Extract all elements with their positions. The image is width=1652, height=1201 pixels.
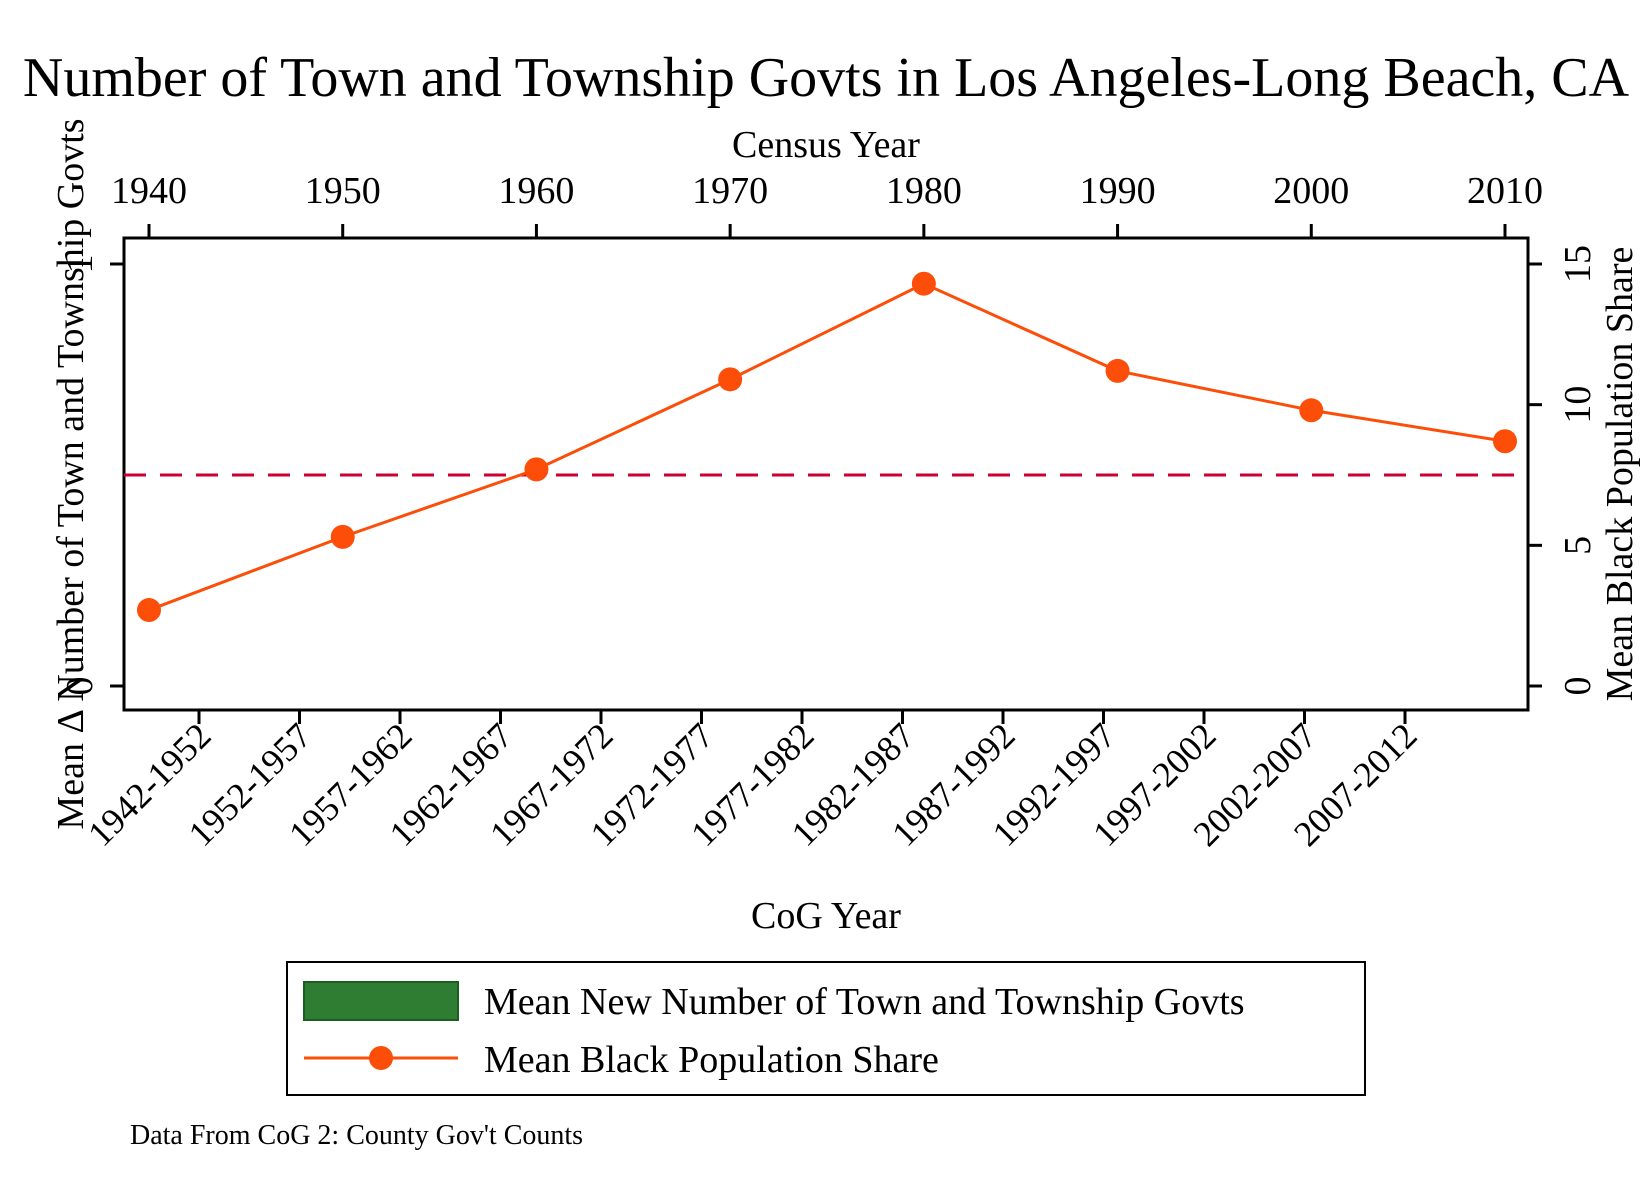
top-axis-label: Census Year	[732, 124, 920, 166]
bottom-axis-label: CoG Year	[751, 895, 901, 937]
left-axis: 01	[59, 255, 124, 696]
source-note: Data From CoG 2: County Gov't Counts	[130, 1120, 583, 1151]
bottom-axis: 1942-19521952-19571957-19621962-19671967…	[80, 710, 1425, 854]
data-point	[330, 524, 355, 549]
data-point	[911, 271, 936, 296]
chart-title: Number of Town and Township Govts in Los…	[23, 47, 1630, 109]
data-point	[718, 367, 743, 392]
right-tick-label: 0	[1557, 677, 1599, 696]
legend-label-line: Mean Black Population Share	[484, 1039, 939, 1081]
right-tick-label: 10	[1557, 386, 1599, 424]
legend-swatch-bar	[303, 981, 459, 1021]
legend-swatch-marker	[369, 1046, 393, 1070]
legend: Mean New Number of Town and Township Gov…	[286, 961, 1366, 1096]
data-point	[1299, 398, 1324, 423]
series-points	[137, 271, 1517, 623]
data-point	[1105, 358, 1130, 383]
top-tick-label: 1960	[498, 170, 574, 212]
data-point	[137, 598, 161, 623]
left-tick-label: 1	[59, 255, 101, 274]
top-tick-label: 1970	[692, 170, 768, 212]
top-tick-label: 1950	[305, 170, 381, 212]
right-tick-label: 15	[1557, 245, 1599, 283]
top-tick-label: 1980	[886, 170, 962, 212]
left-tick-label: 0	[59, 677, 101, 696]
data-point	[524, 457, 549, 482]
right-axis-label: Mean Black Population Share	[1599, 247, 1641, 702]
legend-label-bar: Mean New Number of Town and Township Gov…	[484, 981, 1245, 1023]
top-tick-label: 1940	[111, 170, 187, 212]
left-axis-label: Mean Δ Number of Town and Township Govts	[50, 118, 92, 829]
legend-box	[286, 961, 1366, 1096]
right-axis: 0 5 10 15	[1528, 245, 1599, 696]
top-axis: 1940 1950 1960 1970 1980 1990 2000 2010	[111, 170, 1543, 238]
right-tick-label: 5	[1557, 536, 1599, 555]
top-tick-label: 2000	[1273, 170, 1349, 212]
top-tick-label: 2010	[1467, 170, 1543, 212]
series-line-black-population-share	[148, 282, 1506, 612]
top-tick-label: 1990	[1080, 170, 1156, 212]
data-point	[1493, 429, 1517, 454]
